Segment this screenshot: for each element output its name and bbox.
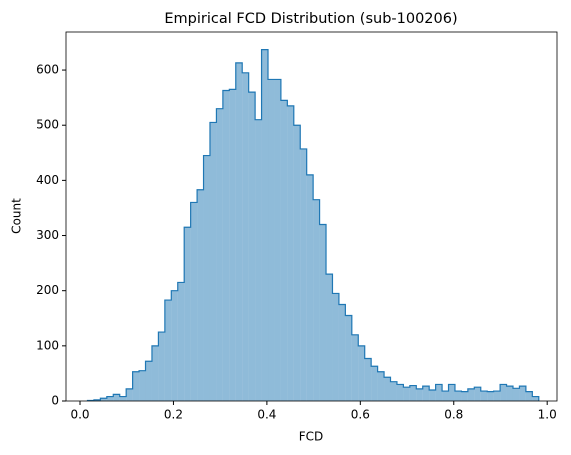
bar [390, 381, 397, 401]
bar [280, 100, 288, 401]
bar [190, 202, 198, 401]
bar [442, 391, 449, 401]
bar [326, 274, 333, 401]
bar [512, 388, 520, 401]
bar [319, 224, 327, 401]
bar [274, 79, 281, 402]
bar [403, 387, 410, 401]
bar [525, 391, 533, 401]
bar [197, 189, 204, 401]
bar [209, 122, 217, 401]
y-tick-label: 600 [36, 63, 59, 77]
bar [493, 391, 501, 401]
plot-frame [65, 31, 558, 402]
chart-title: Empirical FCD Distribution (sub-100206) [164, 11, 457, 27]
bar [422, 386, 430, 401]
bar [203, 155, 210, 401]
histogram-outline [86, 49, 540, 402]
y-tick-label: 100 [36, 338, 59, 352]
bar [139, 370, 146, 401]
bar [351, 334, 359, 401]
bar [106, 396, 114, 401]
bar [338, 304, 346, 401]
x-tick-label: 0.4 [257, 408, 276, 422]
x-axis-label: FCD [299, 430, 324, 444]
bar [145, 361, 152, 401]
bar [113, 394, 120, 401]
bar [371, 366, 378, 401]
bar [158, 332, 165, 401]
bar [164, 300, 172, 401]
bar [100, 398, 107, 401]
bar [268, 79, 275, 402]
bar [126, 388, 133, 401]
y-tick-label: 500 [36, 118, 59, 132]
bar [435, 384, 443, 401]
y-tick-label: 400 [36, 173, 59, 187]
bar [222, 90, 230, 401]
y-tick-label: 300 [36, 228, 59, 242]
bar [448, 384, 455, 401]
x-tick-label: 1.0 [538, 408, 557, 422]
bar [132, 371, 140, 401]
bar [474, 387, 481, 401]
bar [429, 389, 436, 401]
bar [235, 62, 243, 402]
bar [332, 293, 339, 401]
bar [293, 125, 301, 402]
bar [364, 358, 372, 401]
bar [532, 396, 539, 401]
bar [358, 345, 365, 401]
x-tick-label: 0.8 [444, 408, 463, 422]
bar [377, 371, 385, 401]
bar [454, 391, 462, 401]
bar [171, 290, 178, 401]
bar [306, 174, 314, 401]
bar [506, 386, 513, 401]
x-tick-label: 0.6 [351, 408, 370, 422]
bar [184, 227, 191, 401]
bar [313, 199, 320, 401]
bar [500, 384, 507, 401]
bar [396, 384, 404, 401]
bar [248, 92, 256, 401]
x-tick-label: 0.0 [70, 408, 89, 422]
bar [461, 391, 468, 401]
bar [177, 282, 185, 401]
bar [261, 49, 269, 402]
bar [229, 89, 236, 402]
bar [480, 391, 488, 401]
bar [216, 108, 223, 402]
bar [242, 72, 249, 401]
bar [384, 377, 391, 401]
bar [519, 386, 526, 401]
bar [119, 396, 127, 401]
y-tick-label: 0 [51, 394, 59, 408]
bar [345, 315, 352, 401]
bar [416, 388, 423, 401]
bar [409, 385, 417, 401]
y-tick-label: 200 [36, 283, 59, 297]
x-tick-label: 0.2 [164, 408, 183, 422]
bar [487, 391, 494, 401]
bar [287, 105, 294, 402]
bar [467, 388, 475, 401]
bar [151, 345, 159, 401]
bar [255, 119, 262, 401]
y-axis-label: Count [10, 198, 24, 234]
bar [300, 148, 307, 401]
